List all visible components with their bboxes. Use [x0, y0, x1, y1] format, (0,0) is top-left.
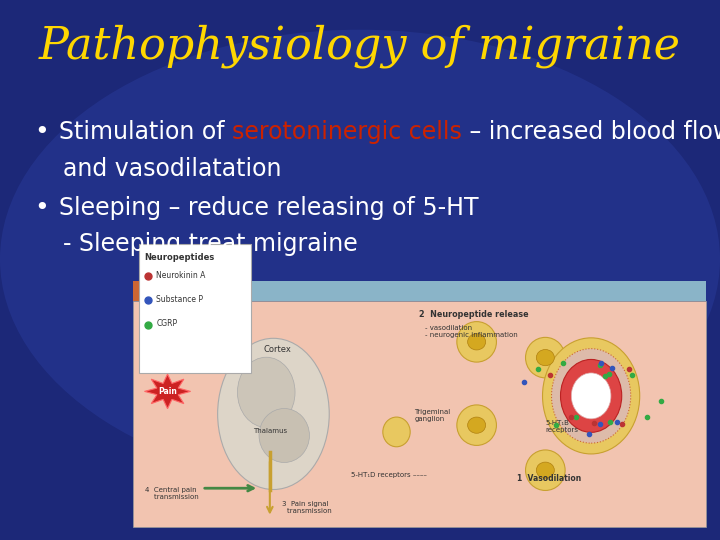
- Ellipse shape: [552, 349, 631, 443]
- Text: Stimulation of: Stimulation of: [59, 120, 232, 144]
- Text: - vasodilation
- neurogenic inflammation: - vasodilation - neurogenic inflammation: [425, 325, 518, 339]
- Text: Cortex: Cortex: [263, 345, 291, 354]
- Text: Thalamus: Thalamus: [253, 428, 287, 434]
- Bar: [133, 301, 706, 526]
- Ellipse shape: [526, 338, 565, 378]
- Text: - Sleeping treat migraine: - Sleeping treat migraine: [63, 232, 357, 256]
- Ellipse shape: [536, 462, 554, 478]
- Ellipse shape: [259, 408, 310, 462]
- Ellipse shape: [217, 338, 329, 489]
- Text: 4  Central pain
    transmission: 4 Central pain transmission: [145, 488, 199, 501]
- Bar: [133, 281, 706, 301]
- Text: Pathophysiology of migraine: Pathophysiology of migraine: [39, 24, 681, 68]
- Bar: [133, 281, 151, 301]
- Ellipse shape: [561, 360, 622, 433]
- Text: Trigeminal
ganglion: Trigeminal ganglion: [415, 409, 451, 422]
- Text: •: •: [35, 196, 49, 220]
- Text: 5-HT₁D receptors ––––: 5-HT₁D receptors ––––: [351, 472, 426, 478]
- Text: serotoninergic cells: serotoninergic cells: [232, 120, 462, 144]
- Bar: [139, 244, 251, 373]
- Polygon shape: [145, 374, 191, 409]
- Ellipse shape: [456, 322, 496, 362]
- Text: Neuropeptides: Neuropeptides: [145, 253, 215, 262]
- Ellipse shape: [543, 338, 640, 454]
- Text: Sleeping – reduce releasing of 5-HT: Sleeping – reduce releasing of 5-HT: [59, 196, 479, 220]
- Text: and vasodilatation: and vasodilatation: [63, 157, 281, 181]
- Ellipse shape: [456, 405, 496, 446]
- Ellipse shape: [536, 349, 554, 366]
- Ellipse shape: [0, 30, 720, 489]
- Text: Substance P: Substance P: [156, 295, 203, 304]
- Ellipse shape: [238, 357, 295, 428]
- Text: Neurokinin A: Neurokinin A: [156, 271, 206, 280]
- Ellipse shape: [468, 417, 485, 433]
- Ellipse shape: [526, 450, 565, 490]
- Text: – increased blood flow: – increased blood flow: [462, 120, 720, 144]
- Text: 1  Vasodilation: 1 Vasodilation: [517, 475, 581, 483]
- Ellipse shape: [468, 334, 485, 350]
- Ellipse shape: [572, 373, 611, 419]
- Text: 3  Pain signal
    transmission: 3 Pain signal transmission: [278, 501, 332, 514]
- Text: •: •: [35, 120, 49, 144]
- Text: 5-HT₁B
receptors: 5-HT₁B receptors: [545, 420, 578, 433]
- Text: Pain: Pain: [158, 387, 177, 396]
- Text: CGRP: CGRP: [156, 319, 177, 328]
- Ellipse shape: [383, 417, 410, 447]
- Text: 2  Neuropeptide release: 2 Neuropeptide release: [419, 310, 529, 319]
